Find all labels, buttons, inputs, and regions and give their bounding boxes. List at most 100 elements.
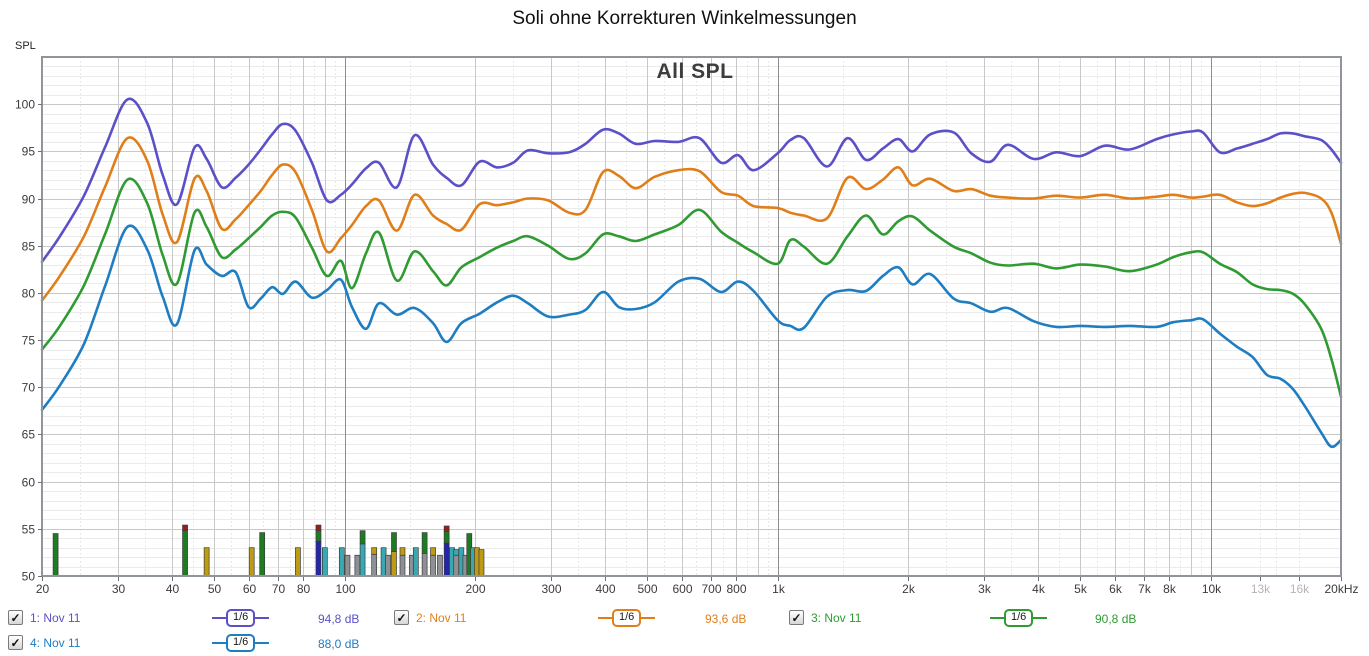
series-2-smoothing: 1/6 [598, 609, 656, 627]
level-bar-teal [338, 547, 345, 577]
legend-item-4: ✓ 4: Nov 11 [8, 635, 80, 650]
series-1-line-sample [255, 617, 270, 619]
legend-item-1: ✓ 1: Nov 11 [8, 610, 80, 625]
x-tick-label: 5k [1074, 582, 1088, 596]
level-bar-olive [295, 547, 301, 577]
series-4-smoothing: 1/6 [212, 634, 270, 652]
series-2-line-sample [641, 617, 656, 619]
plot-heading: All SPL [656, 60, 734, 83]
series-1-smoothing-badge[interactable]: 1/6 [226, 609, 256, 627]
x-tick-label: 40 [166, 582, 180, 596]
series-4-smoothing-badge[interactable]: 1/6 [226, 634, 256, 652]
y-tick-label: 90 [22, 193, 36, 207]
level-bar-olive [391, 551, 397, 577]
series-2-label: 2: Nov 11 [416, 610, 467, 625]
level-bar-gray [437, 554, 443, 577]
level-bar-red [182, 524, 188, 532]
series-2-checkbox[interactable]: ✓ [394, 610, 409, 625]
x-tick-label: 200 [465, 582, 485, 596]
level-bar-red [315, 524, 322, 532]
level-bar-teal [412, 547, 419, 577]
level-bar-red [443, 525, 450, 532]
x-tick-label: 16k [1290, 582, 1310, 596]
y-tick-label: 60 [22, 476, 36, 490]
x-tick-label: 7k [1138, 582, 1152, 596]
y-tick-label: 85 [22, 240, 36, 254]
x-tick-label: 4k [1032, 582, 1046, 596]
level-bar-gray [371, 553, 378, 577]
x-tick-label: 800 [726, 582, 746, 596]
series-3-line-sample [990, 617, 1004, 619]
y-tick-label: 75 [22, 334, 36, 348]
legend: ✓ 1: Nov 11 1/6 94,8 dB ✓ 2: Nov 11 1/6 … [0, 603, 1369, 656]
x-tick-label: 6k [1109, 582, 1123, 596]
x-tick-label: 8k [1163, 582, 1177, 596]
page-title: Soli ohne Korrekturen Winkelmessungen [512, 8, 857, 29]
curve-series-4 [40, 224, 1343, 449]
level-bar-olive [399, 547, 406, 556]
level-bar-teal [321, 547, 328, 577]
series-1-level: 94,8 dB [318, 612, 360, 626]
x-tick-label: 3k [978, 582, 992, 596]
series-4-line-sample [255, 642, 270, 644]
plot-frame [41, 56, 1342, 577]
level-bar-olive [203, 547, 210, 577]
curve-series-3 [40, 177, 1343, 398]
series-3-checkbox[interactable]: ✓ [789, 610, 804, 625]
plot-area [42, 57, 1341, 576]
x-tick-label: 300 [541, 582, 561, 596]
x-tick-label: 500 [637, 582, 657, 596]
level-bar-olive [478, 549, 485, 577]
y-tick-label: 65 [22, 428, 36, 442]
series-3-label: 3: Nov 11 [811, 610, 862, 625]
level-bar-teal [359, 543, 366, 577]
level-bar-gray [421, 553, 428, 577]
level-bar-green [315, 530, 322, 542]
x-tick-label: 700 [701, 582, 721, 596]
series-1-checkbox[interactable]: ✓ [8, 610, 23, 625]
y-tick-label: 95 [22, 145, 36, 159]
x-tick-label: 10k [1202, 582, 1222, 596]
x-tick-label: 20kHz [1324, 582, 1358, 596]
series-3-line-sample [1033, 617, 1048, 619]
y-tick-label: 70 [22, 381, 36, 395]
series-2-smoothing-badge[interactable]: 1/6 [612, 609, 642, 627]
series-2-level: 93,6 dB [705, 612, 747, 626]
series-3-level: 90,8 dB [1095, 612, 1137, 626]
x-tick-label: 30 [112, 582, 126, 596]
x-tick-label: 50 [208, 582, 222, 596]
level-bar-gray [385, 554, 391, 577]
level-bar-gray [399, 554, 406, 577]
series-3-smoothing-badge[interactable]: 1/6 [1004, 609, 1034, 627]
series-1-label: 1: Nov 11 [30, 610, 81, 625]
curve-series-2 [40, 136, 1343, 302]
level-bar-green [259, 532, 266, 577]
series-4-line-sample [212, 642, 226, 644]
legend-item-3: ✓ 3: Nov 11 [789, 610, 861, 625]
level-bar-gray [344, 554, 351, 577]
x-tick-label: 13k [1251, 582, 1271, 596]
level-bar-green [421, 532, 428, 554]
series-4-label: 4: Nov 11 [30, 635, 81, 650]
level-bar-gray [453, 554, 460, 577]
x-tick-label: 60 [243, 582, 257, 596]
series-4-checkbox[interactable]: ✓ [8, 635, 23, 650]
legend-item-2: ✓ 2: Nov 11 [394, 610, 466, 625]
level-bar-gray [354, 554, 361, 577]
x-tick-label: 70 [272, 582, 286, 596]
level-bar-olive [248, 547, 255, 577]
curve-series-1 [40, 97, 1343, 264]
y-tick-label: 50 [22, 570, 36, 584]
y-axis-title: SPL [15, 40, 36, 52]
series-1-line-sample [212, 617, 226, 619]
level-bar-green [443, 531, 450, 544]
x-tick-label: 80 [297, 582, 311, 596]
level-bar-blue [315, 540, 322, 577]
level-bar-olive [430, 547, 436, 556]
series-3-smoothing: 1/6 [990, 609, 1048, 627]
x-tick-label: 1k [772, 582, 786, 596]
x-tick-label: 2k [902, 582, 916, 596]
level-bar-teal [453, 549, 460, 556]
